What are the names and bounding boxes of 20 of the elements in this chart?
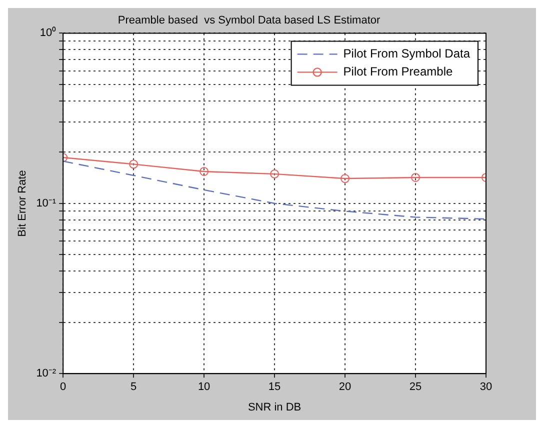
x-tick-label: 15 bbox=[268, 381, 281, 394]
y-tick-label: 10⁰ bbox=[40, 26, 56, 40]
x-tick-label: 30 bbox=[480, 381, 492, 394]
x-tick-label: 10 bbox=[198, 381, 210, 394]
point bbox=[340, 174, 350, 184]
y-tick-label: 10⁻² bbox=[36, 368, 56, 380]
legend-label: Pilot From Preamble bbox=[343, 64, 453, 79]
point bbox=[200, 166, 209, 176]
y-axis-title: Bit Error Rate bbox=[16, 170, 29, 237]
point bbox=[129, 160, 138, 169]
point bbox=[411, 172, 420, 182]
x-tick-label: 20 bbox=[338, 381, 352, 394]
x-tick-label: 25 bbox=[409, 381, 422, 394]
x-tick-label: 5 bbox=[130, 381, 137, 394]
x-axis-title: SNR in DB bbox=[248, 401, 302, 414]
chart-title: Preamble based vs Symbol Data based LS Estimator bbox=[118, 14, 380, 27]
y-tick-label: 10⁻¹ bbox=[36, 197, 56, 210]
x-tick-label: 0 bbox=[60, 381, 66, 394]
point bbox=[270, 169, 280, 178]
legend-label: Pilot From Symbol Data bbox=[343, 46, 470, 61]
